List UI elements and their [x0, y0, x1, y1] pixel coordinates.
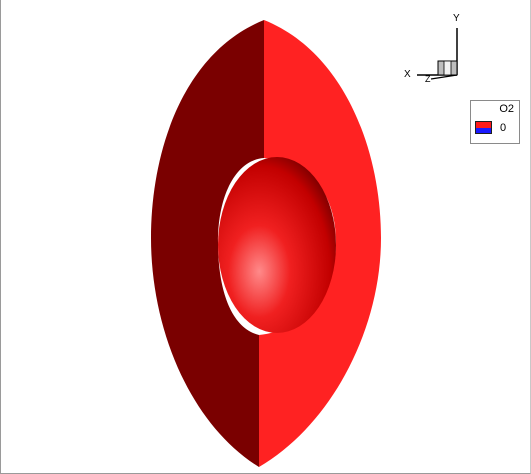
legend-value: 0 [500, 122, 507, 134]
inner-sphere-shape [218, 157, 336, 333]
shell-left-half-shape [151, 20, 264, 467]
legend-swatch-icon [475, 121, 492, 134]
shell-right-half-shape [259, 20, 381, 467]
z-axis-label: Z [425, 74, 431, 84]
axis-triad-icon [417, 28, 458, 80]
y-axis-label: Y [453, 13, 460, 24]
legend-box[interactable]: O2 0 [470, 100, 520, 144]
legend-title: O2 [499, 103, 514, 115]
x-axis-label: X [404, 69, 411, 80]
